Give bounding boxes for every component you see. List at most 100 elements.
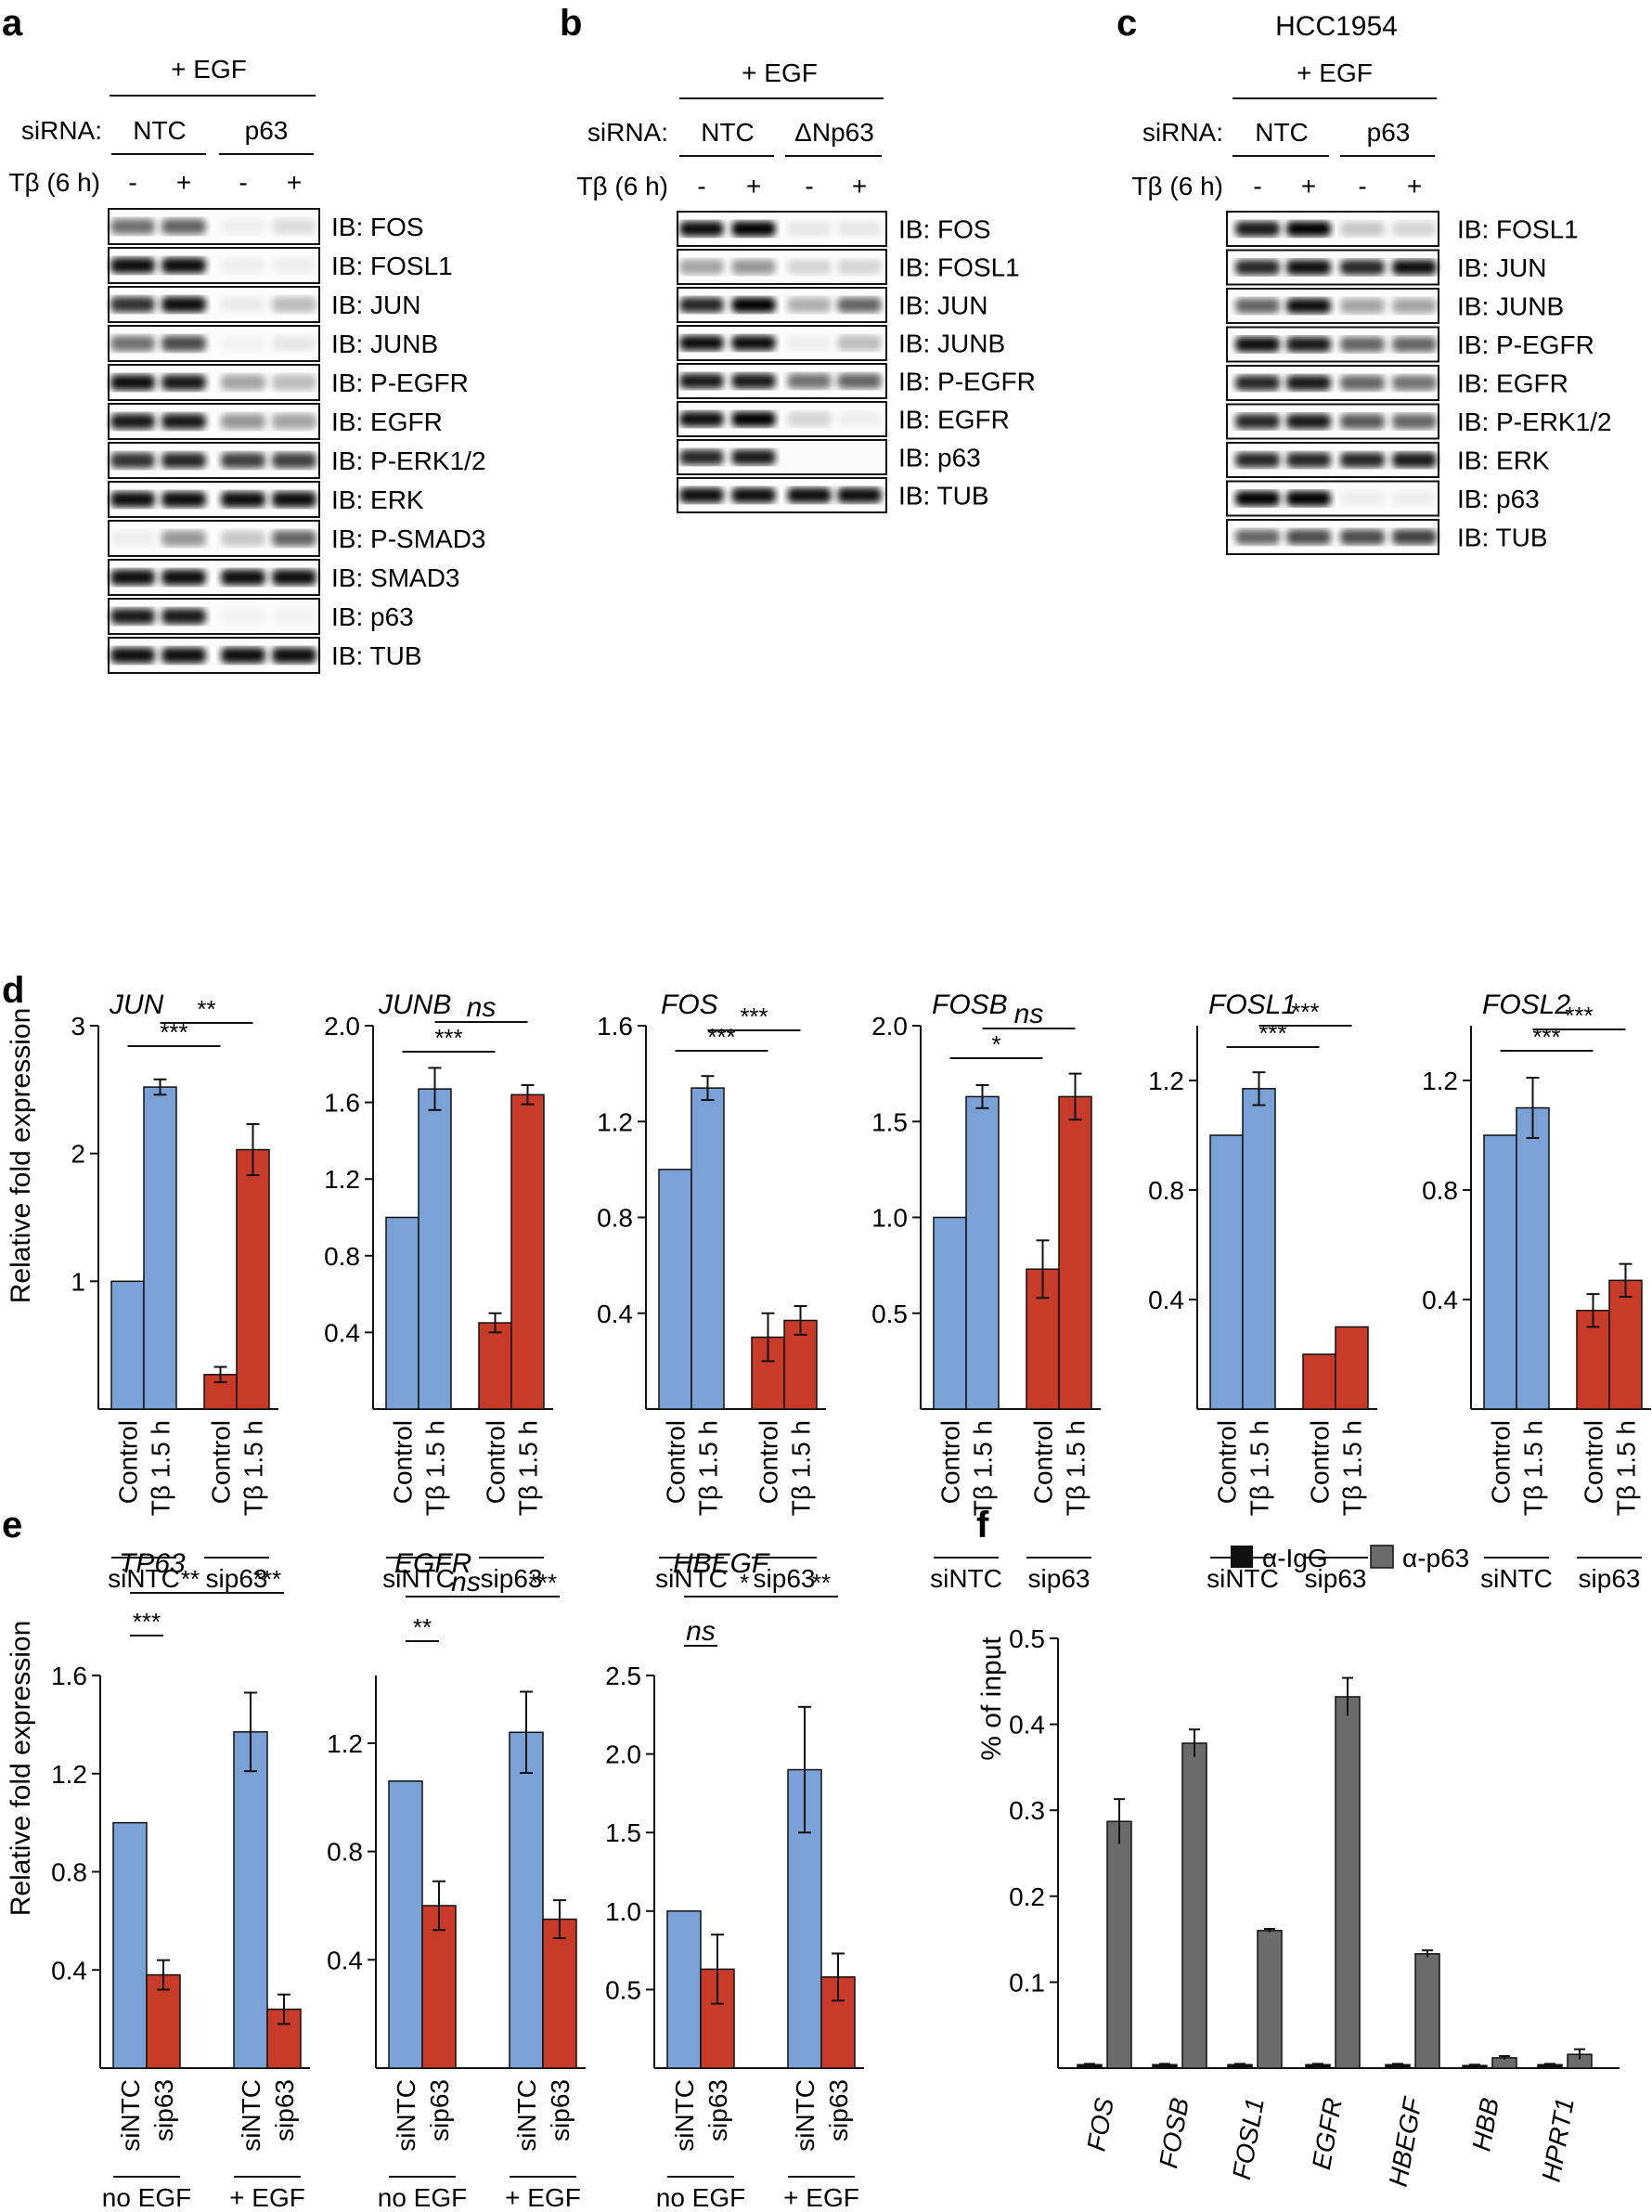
category-label: Tβ 1.5 h <box>1338 1420 1367 1516</box>
blot-band <box>1340 336 1385 353</box>
significance-label: *** <box>434 1024 462 1052</box>
bar-sintc-t-1-5-h <box>965 1095 1000 1410</box>
blot-band <box>110 491 155 508</box>
bar-sintc-control <box>110 1280 145 1410</box>
blot-band <box>679 221 724 237</box>
y-tick-label: 0.8 <box>327 1838 363 1867</box>
a-blot-p-egfr: IB: P-EGFR <box>108 364 469 401</box>
y-tick-label: 1.2 <box>51 1760 87 1789</box>
chart-title: FOS <box>661 990 718 1020</box>
bar-egf-sip63 <box>820 1976 856 2069</box>
panel-b-tb-mark-3: - <box>805 172 813 201</box>
blot-band <box>1340 375 1385 391</box>
blot-band <box>837 259 882 275</box>
bar-p63-fos <box>1106 1820 1132 2069</box>
blot-band <box>110 452 155 469</box>
bar-egf-sip63 <box>542 1918 577 2069</box>
blot-band <box>1392 221 1437 237</box>
y-tick-label: 1.5 <box>605 1818 641 1847</box>
blot-label: IB: p63 <box>331 602 414 631</box>
b-blot-p63: IB: p63 <box>677 439 981 475</box>
y-tick-label: 1.0 <box>871 1204 908 1233</box>
category-label: Tβ 1.5 h <box>787 1420 816 1516</box>
significance-label: *** <box>1565 1002 1593 1029</box>
group-label: siNTC <box>655 1564 728 1593</box>
category-label: siNTC <box>392 2079 420 2152</box>
panel-b-sirna-label: siRNA: <box>587 118 668 147</box>
blot-band <box>1340 413 1385 430</box>
blot-label: IB: JUN <box>331 291 420 319</box>
panel-d-ylabel: Relative fold expression <box>6 1008 36 1304</box>
blot-band <box>221 257 265 274</box>
blot-band <box>679 373 724 389</box>
category-label: Tβ 1.5 h <box>694 1420 723 1516</box>
category-label: sip63 <box>703 2079 732 2141</box>
significance-label: * <box>740 1569 749 1597</box>
blot-band <box>1286 529 1331 545</box>
category-label: EGFR <box>1307 2096 1348 2172</box>
panel-c-cell-line: HCC1954 <box>1275 11 1398 42</box>
blot-band <box>1235 529 1280 545</box>
blot-band <box>221 530 265 547</box>
blot-band <box>110 608 155 625</box>
bar-sip63-t-1-5-h <box>1058 1095 1092 1410</box>
group-label: no EGF <box>378 2183 467 2212</box>
b-blot-tub: IB: TUB <box>677 477 989 513</box>
category-label: Control <box>1213 1420 1242 1504</box>
blot-band <box>787 297 832 313</box>
c-blot-jun: IB: JUN <box>1226 249 1546 286</box>
blot-band <box>110 257 155 274</box>
panel-f-chart: 0.1 0.2 0.3 0.4 0.5 FOS FOSB FOSL1 EGFR HBEGF HBB H… <box>1009 1624 1620 2189</box>
bar-no-egf-sip63 <box>421 1905 457 2069</box>
group-label: sip63 <box>1028 1564 1091 1593</box>
blot-label: IB: TUB <box>1457 524 1548 552</box>
blot-label: IB: FOSL1 <box>898 253 1020 282</box>
blot-band <box>837 373 882 389</box>
y-tick-label: 0.5 <box>605 1975 641 2004</box>
y-tick-label: 0.4 <box>1148 1286 1184 1314</box>
blot-band <box>1286 452 1331 468</box>
blot-band <box>221 374 265 391</box>
blot-band <box>787 373 832 389</box>
blot-band <box>221 336 265 352</box>
blot-band <box>1286 336 1331 353</box>
blot-band <box>272 452 316 469</box>
blot-band <box>110 335 155 352</box>
significance-label: *** <box>1258 1019 1286 1047</box>
blot-band <box>837 411 882 427</box>
blot-band <box>1340 452 1385 468</box>
group-label: + EGF <box>505 2183 581 2212</box>
blot-label: IB: FOS <box>898 215 991 244</box>
group-label: sip63 <box>481 1564 543 1593</box>
panel-c-tb-mark-4: + <box>1407 172 1422 201</box>
blot-band <box>161 335 206 352</box>
category-label: Control <box>1029 1420 1058 1504</box>
blot-band <box>161 491 206 508</box>
blot-label: IB: P-SMAD3 <box>331 524 485 553</box>
blot-label: IB: TUB <box>898 482 989 511</box>
blot-band <box>1392 375 1437 391</box>
panel-a-tb-mark-1: - <box>128 168 136 197</box>
significance-label: ** <box>181 1565 200 1593</box>
blot-band <box>1286 221 1331 237</box>
bar-sintc-t-1-5-h <box>418 1088 452 1410</box>
group-label: + EGF <box>229 2183 305 2212</box>
significance-label: *** <box>1291 998 1319 1026</box>
blot-band <box>1286 375 1331 391</box>
significance-label: ns <box>467 992 497 1023</box>
blot-band <box>1286 259 1331 276</box>
category-label: Tβ 1.5 h <box>969 1420 998 1516</box>
bar-sip63-control <box>478 1322 512 1410</box>
bar-sintc-control <box>385 1216 419 1410</box>
y-tick-label: 1.6 <box>51 1662 87 1690</box>
chart-title: TP63 <box>119 1548 186 1579</box>
blot-band <box>731 411 776 427</box>
group-label: siNTC <box>1207 1564 1279 1593</box>
blot-band <box>1392 490 1437 507</box>
blot-band <box>837 335 882 351</box>
a-blot-junb: IB: JUNB <box>108 325 438 362</box>
y-tick-label: 1.5 <box>871 1107 908 1136</box>
